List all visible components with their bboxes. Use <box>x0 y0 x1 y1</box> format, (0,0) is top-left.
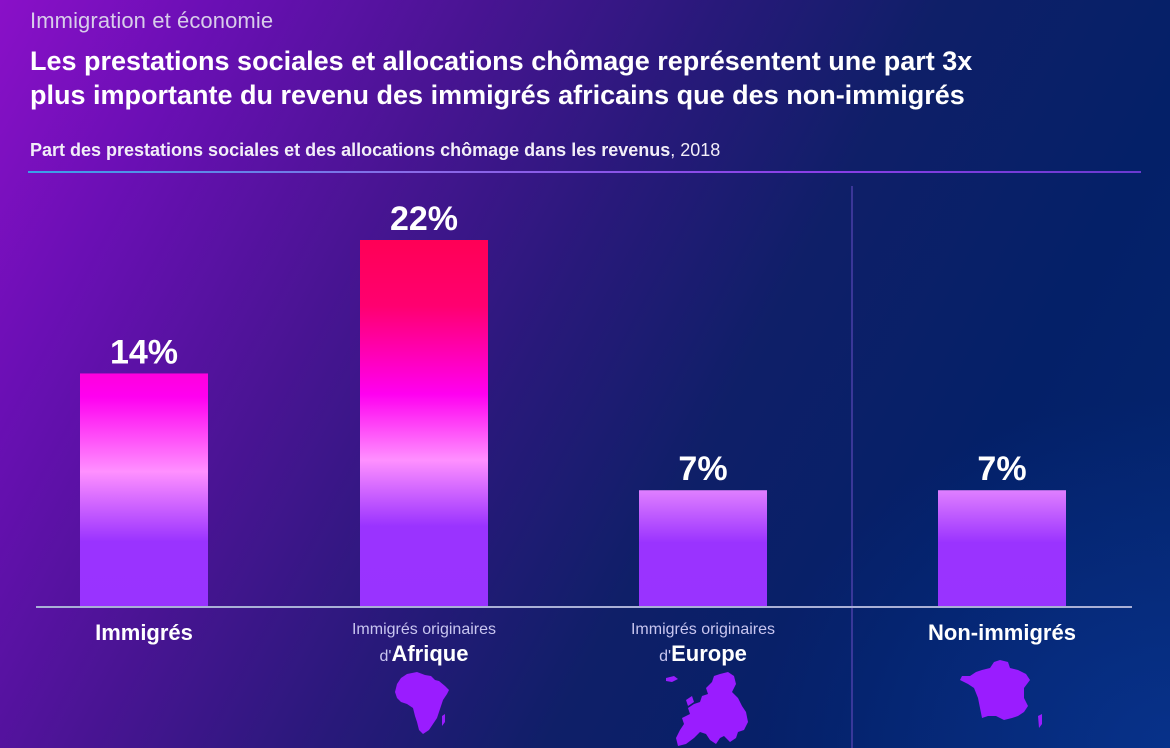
france-map-icon <box>960 660 1042 728</box>
subtitle-underline <box>28 171 1141 173</box>
category-label-afrique-emphasis: Afrique <box>391 641 469 666</box>
value-label-1: 14% <box>110 333 178 371</box>
category-label-europe-pre: d' <box>659 648 672 665</box>
europe-map-icon <box>666 672 748 746</box>
headline-line-2: plus importante du revenu des immigrés a… <box>30 80 965 110</box>
bar-4 <box>938 490 1066 607</box>
chart-subtitle: Part des prestations sociales et des all… <box>30 140 720 161</box>
value-label-4: 7% <box>977 450 1026 488</box>
bar-3 <box>639 490 767 607</box>
subtitle-bold: Part des prestations sociales et des all… <box>30 140 671 160</box>
bar-2 <box>360 240 488 607</box>
category-label-afrique-pre: d' <box>379 648 392 665</box>
category-label-non-immigres: Non-immigrés <box>928 620 1076 645</box>
category-label-afrique: Immigrés originaires d'Afrique <box>294 619 554 668</box>
category-label-afrique-line1: Immigrés originaires <box>351 621 497 638</box>
value-label-2: 22% <box>390 200 458 238</box>
subtitle-year: , 2018 <box>670 140 721 160</box>
category-label-europe: Immigrés originaires d'Europe <box>573 619 833 668</box>
headline-line-1: Les prestations sociales et allocations … <box>30 46 973 76</box>
bar-1 <box>80 373 208 607</box>
category-label-immigres: Immigrés <box>95 620 193 645</box>
value-label-3: 7% <box>678 450 727 488</box>
africa-map-icon <box>395 672 449 734</box>
category-label-europe-emphasis: Europe <box>671 641 747 666</box>
category-label-europe-line1: Immigrés originaires <box>630 621 776 638</box>
chart-headline: Les prestations sociales et allocations … <box>30 44 1150 112</box>
chart-kicker: Immigration et économie <box>30 8 274 33</box>
